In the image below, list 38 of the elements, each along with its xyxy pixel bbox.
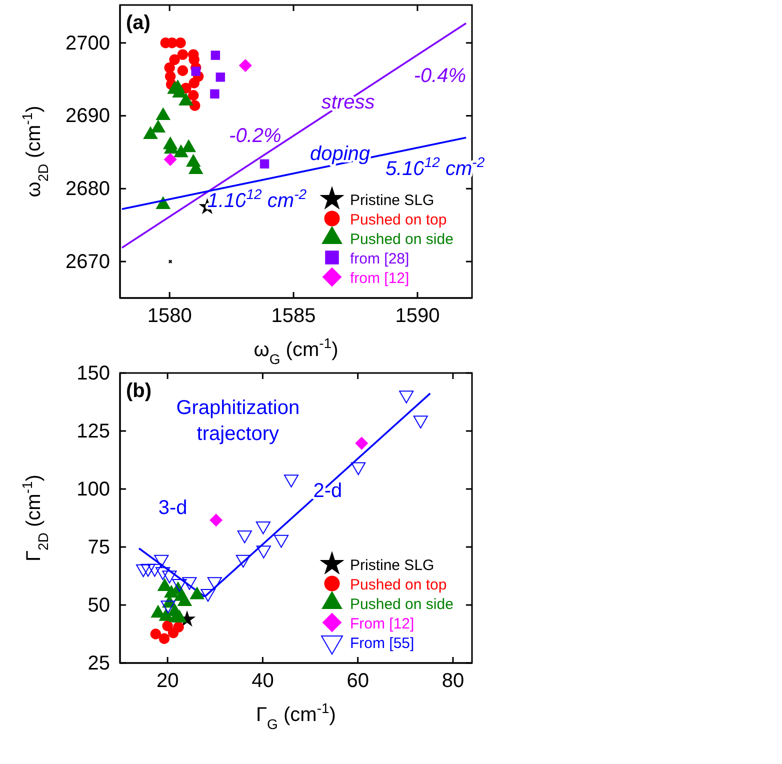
chart-title: (a) (126, 12, 150, 34)
x-tick-label: 20 (156, 670, 179, 692)
legend-label: Pushed on side (350, 596, 454, 613)
chart-title: (b) (126, 380, 152, 402)
legend-label: Pushed on top (350, 212, 447, 228)
annotation: 3-d (158, 496, 188, 519)
y-tick-label: 2700 (66, 32, 110, 54)
x-tick-label: 1580 (147, 305, 192, 328)
x-tick-label: 1585 (271, 305, 316, 328)
annotation: 1.10$^{12}$ cm$^{-2}$ (207, 186, 307, 212)
y-tick-label: 25 (88, 652, 110, 674)
legend-label: Pushed on top (350, 576, 447, 594)
x-tick-label: 60 (346, 670, 369, 692)
annotation: Graphitization trajectory (176, 396, 300, 445)
legend-label: From [12] (350, 616, 414, 632)
legend-label: from [12] (350, 270, 410, 287)
legend-label: Pushed on side (350, 231, 454, 248)
x-tick-label: 80 (442, 670, 464, 692)
y-tick-label: 100 (76, 478, 110, 500)
legend-label: Pristine SLG (350, 192, 434, 209)
y-tick-label: 125 (76, 420, 110, 442)
y-tick-label: 150 (76, 362, 110, 384)
annotation: -0.2% (229, 125, 282, 148)
y-tick-label: 2680 (66, 178, 110, 200)
legend-label: Pristine SLG (350, 557, 434, 574)
x-tick-label: 40 (252, 670, 274, 692)
legend-label: From [55] (350, 635, 414, 652)
annotation: doping (310, 142, 370, 165)
annotation: 5.10$^{12}$ cm$^{-2}$ (385, 154, 485, 180)
x-axis-title: ω$_{G}$ (cm$^{-1}$) (254, 335, 338, 367)
x-tick-label: 1590 (395, 305, 440, 328)
y-tick-label: 2670 (66, 250, 110, 273)
y-tick-label: 50 (88, 594, 110, 616)
annotation: -0.4% (414, 65, 466, 88)
legend-label: from [28] (350, 250, 410, 268)
y-tick-label: 75 (88, 536, 110, 558)
y-tick-label: 2690 (66, 105, 110, 128)
x-axis-title: Γ$_{G}$ (cm$^{-1}$) (256, 700, 336, 732)
